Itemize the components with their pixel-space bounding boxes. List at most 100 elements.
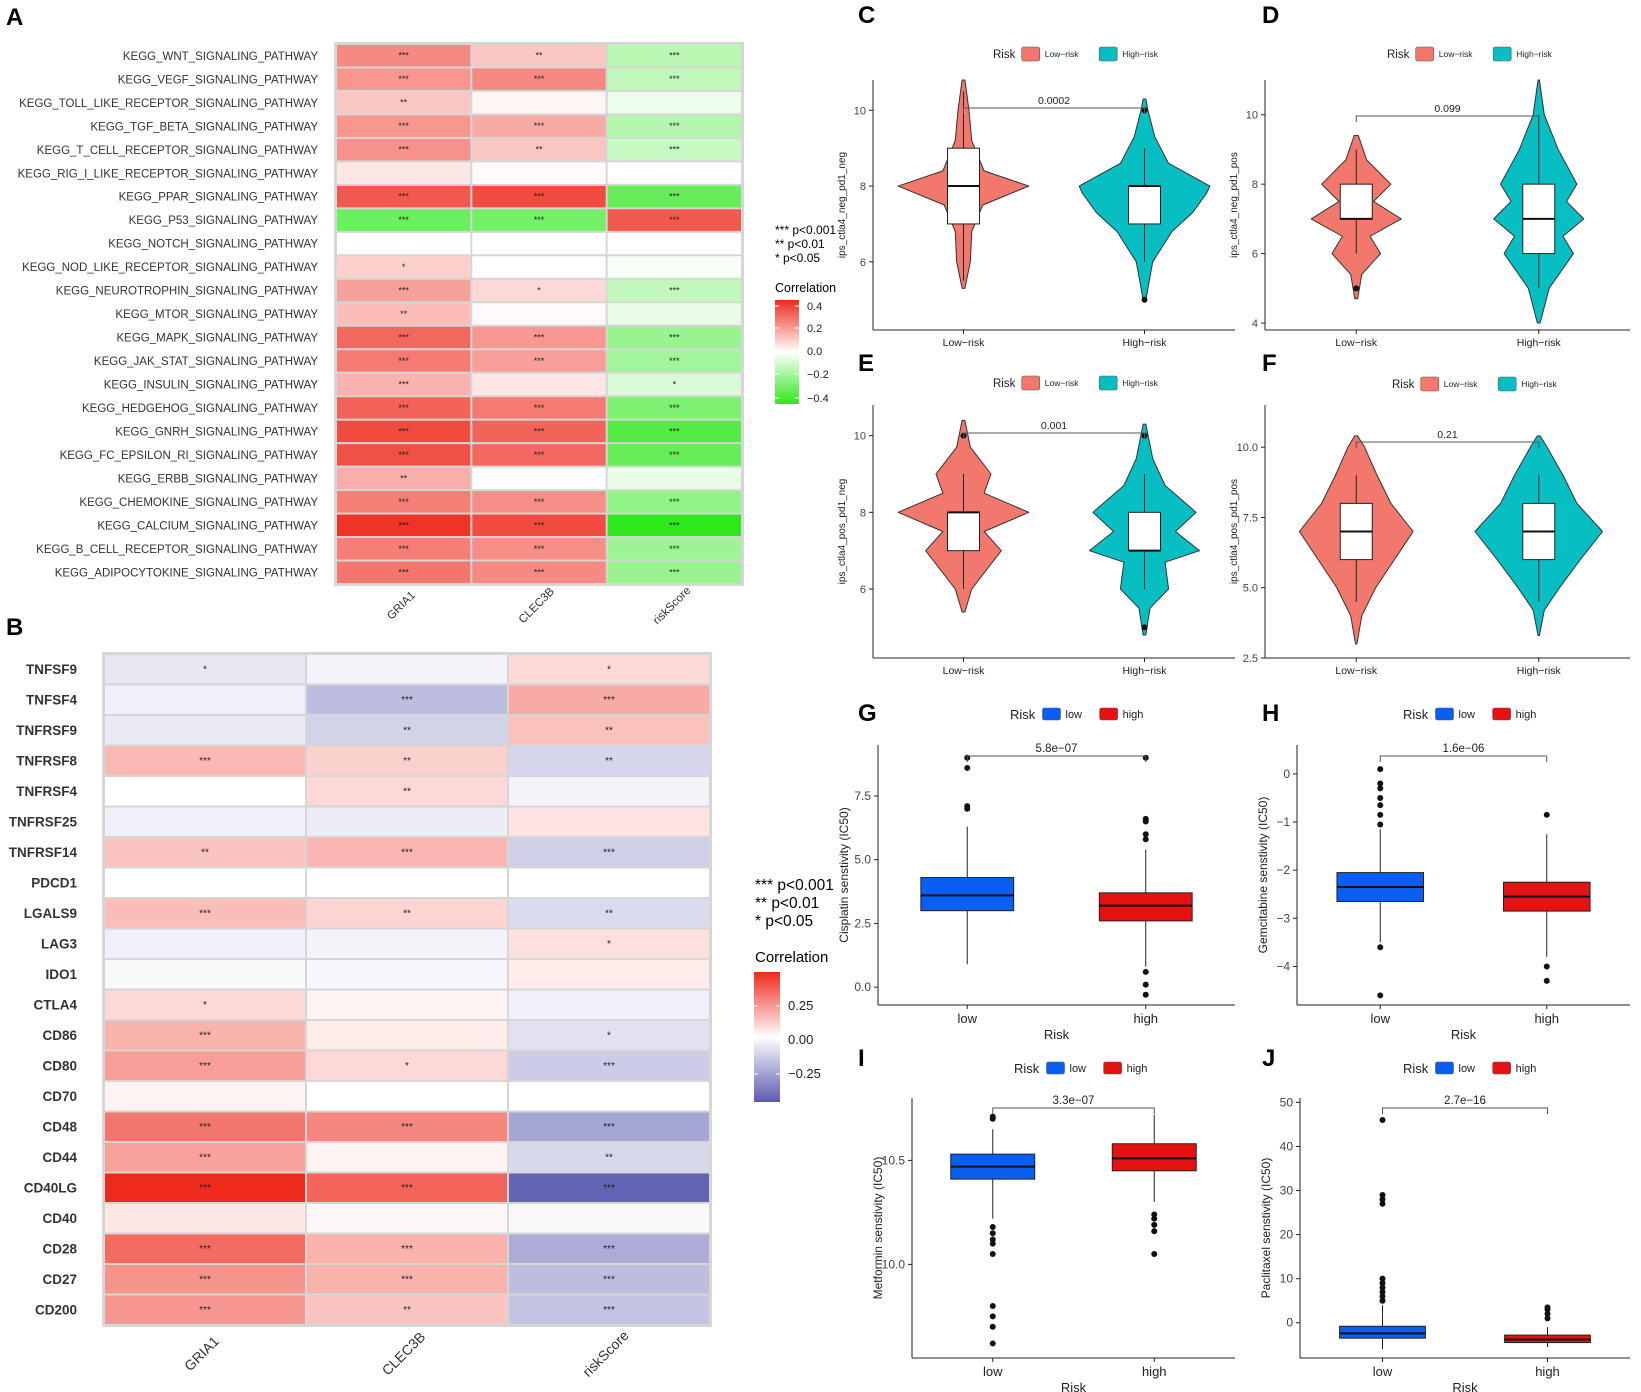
heatmap-cell: [337, 350, 471, 372]
significance-stars: ***: [401, 695, 413, 706]
significance-stars: **: [403, 725, 411, 736]
significance-stars: ***: [669, 450, 680, 460]
significance-stars: ***: [199, 1305, 211, 1316]
legend-key: [1492, 707, 1511, 721]
outlier-point: [1379, 1297, 1386, 1304]
heatmap-cell: [472, 162, 606, 184]
plot-d: 4 6 8 10 Low−risk High−risk ips_ctla4_neg_pd1_…: [1229, 46, 1630, 349]
colorbar-tick: 0.25: [788, 998, 813, 1013]
legend-label: High−risk: [1516, 49, 1552, 59]
significance-stars: ***: [603, 1122, 615, 1133]
heatmap-cell: [307, 838, 507, 867]
outlier-point: [1142, 815, 1149, 822]
heatmap-cell: [472, 45, 606, 67]
heatmap-cell: [509, 1051, 709, 1080]
significance-stars: *: [607, 664, 611, 675]
heatmap-cell: [607, 350, 741, 372]
significance-stars: ***: [534, 215, 545, 225]
row-label: PDCD1: [31, 876, 77, 891]
heatmap-cell: [105, 685, 305, 714]
heatmap-cell: [509, 929, 709, 958]
heatmap-cell: [307, 1112, 507, 1141]
heatmap-cell: [307, 1234, 507, 1263]
p-value: 3.3e−07: [1053, 1095, 1095, 1107]
y-tick-label: 7.5: [854, 789, 871, 803]
y-tick-label: 50: [1280, 1095, 1294, 1109]
heatmap-cell: [307, 899, 507, 928]
legend-label: low: [1070, 1063, 1087, 1075]
y-tick-label: −2: [1276, 863, 1290, 877]
y-tick-label: −4: [1276, 959, 1290, 973]
legend-title: Risk: [1010, 707, 1036, 722]
row-label: TNFSF9: [26, 662, 77, 677]
legend-title: Risk: [1403, 707, 1429, 722]
significance-stars: ***: [534, 426, 545, 436]
heatmap-cell: [337, 209, 471, 231]
significance-stars: ***: [669, 426, 680, 436]
panel-label-g: G: [858, 700, 877, 727]
heatmap-cell: [509, 777, 709, 806]
x-tick-label: High−risk: [1122, 665, 1167, 677]
outlier-point: [989, 1113, 996, 1120]
heatmap-cell: [307, 807, 507, 836]
significance-stars: ***: [534, 121, 545, 131]
heatmap-cell: [105, 716, 305, 745]
heatmap-cell: [509, 1143, 709, 1172]
significance-stars: ***: [603, 1244, 615, 1255]
x-tick-label: low: [1370, 1011, 1390, 1026]
column-label: CLEC3B: [517, 586, 557, 626]
significance-stars: *: [537, 286, 541, 296]
row-label: KEGG_MAPK_SIGNALING_PATHWAY: [116, 333, 318, 345]
significance-stars: ***: [199, 1244, 211, 1255]
significance-stars: ***: [603, 1274, 615, 1285]
outlier-point: [1151, 1211, 1158, 1218]
heatmap-cell: [105, 1021, 305, 1050]
plot-c: 6 8 10 Low−risk High−risk ips_ctla4_neg_pd1_n…: [837, 46, 1235, 349]
y-tick-label: 20: [1280, 1228, 1294, 1242]
colorbar-tick: 0.0: [807, 346, 822, 358]
panel-label-a: A: [6, 4, 24, 31]
y-axis-title: ips_ctla4_pos_pd1_pos: [1229, 479, 1240, 584]
heatmap-cell: [105, 1265, 305, 1294]
outlier-point: [989, 1236, 996, 1243]
legend-label: Low−risk: [1045, 49, 1080, 59]
heatmap-cell: [509, 1082, 709, 1111]
outlier-point: [964, 803, 971, 810]
y-tick-label: 8: [860, 507, 866, 519]
plot-j: 0 10 20 30 40 50 low high Paclitaxel senstivity …: [1259, 1061, 1630, 1392]
heatmap-cell: [337, 326, 471, 349]
heatmap-cell: [509, 868, 709, 897]
panel-label-i: I: [858, 1045, 865, 1072]
colorbar: [754, 972, 780, 1102]
x-tick-label: Low−risk: [1335, 665, 1377, 677]
sig-legend-item: * p<0.05: [755, 913, 813, 930]
heatmap-cell: [307, 746, 507, 775]
row-label: CD70: [42, 1089, 77, 1104]
row-label: KEGG_PPAR_SIGNALING_PATHWAY: [119, 192, 319, 204]
y-tick-label: 10: [854, 431, 866, 443]
outlier-point: [1141, 296, 1148, 303]
significance-stars: ***: [398, 544, 409, 554]
significance-stars: ***: [669, 356, 680, 366]
heatmap-cell: [307, 929, 507, 958]
heatmap-cell: [337, 91, 471, 114]
heatmap-cell: [607, 514, 741, 537]
significance-stars: ***: [603, 1061, 615, 1072]
significance-stars: **: [403, 786, 411, 797]
heatmap-cell: [509, 990, 709, 1019]
row-label: KEGG_NOD_LIKE_RECEPTOR_SIGNALING_PATHWAY: [22, 262, 318, 274]
heatmap-cell: [472, 514, 606, 537]
heatmap-cell: [509, 1112, 709, 1141]
y-tick-label: 7.5: [1243, 512, 1258, 524]
row-label: TNFSF4: [26, 693, 77, 708]
row-label: KEGG_RIG_I_LIKE_RECEPTOR_SIGNALING_PATHW…: [18, 168, 319, 180]
heatmap-cell: [607, 91, 741, 114]
heatmap-cell: [472, 279, 606, 302]
significance-stars: **: [535, 145, 543, 155]
heatmap-cell: [307, 1051, 507, 1080]
y-axis-title: ips_ctla4_neg_pd1_neg: [837, 152, 848, 258]
heatmap-cell: [472, 373, 606, 396]
significance-stars: **: [605, 756, 613, 767]
significance-stars: ***: [534, 567, 545, 577]
significance-stars: ***: [199, 1061, 211, 1072]
